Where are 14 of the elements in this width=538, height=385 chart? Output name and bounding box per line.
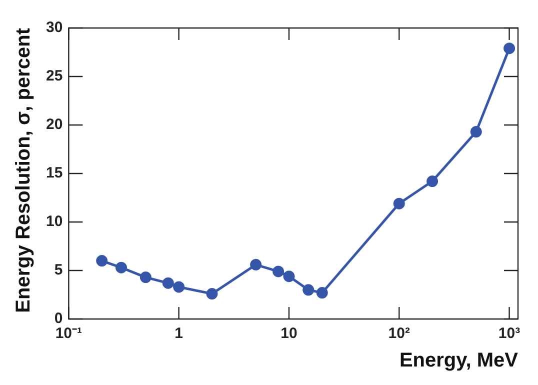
x-axis-title: Energy, MeV: [399, 350, 519, 372]
y-tick-label: 15: [46, 164, 63, 182]
x-tick-label: 10⁻¹: [55, 325, 82, 342]
y-tick-label: 5: [54, 262, 63, 279]
x-tick-label: 10: [280, 325, 298, 342]
y-tick-label: 0: [54, 310, 63, 328]
x-tick-label: 10²: [388, 325, 410, 342]
y-axis-title: Energy Resolution, σ, percent: [12, 28, 35, 313]
y-tick-label: 30: [46, 19, 63, 36]
y-tick-label: 10: [46, 213, 63, 230]
x-tick-label: 1: [174, 325, 184, 342]
y-tick-label: 25: [46, 68, 63, 85]
x-tick-label: 10³: [498, 325, 520, 342]
y-tick-label: 20: [46, 116, 63, 134]
